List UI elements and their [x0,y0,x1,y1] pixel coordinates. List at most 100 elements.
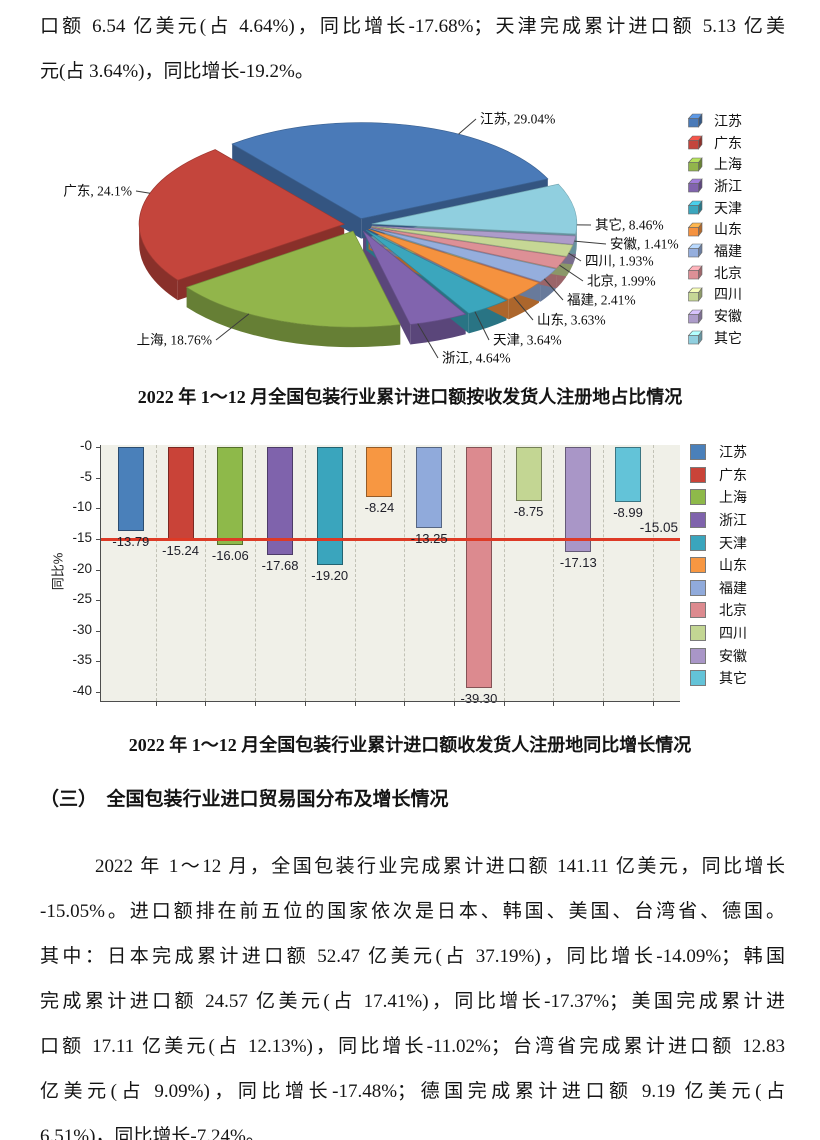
bar-value-label: -8.99 [613,505,643,521]
y-axis-tick-label: -5 [79,468,92,484]
y-axis-tick [96,569,100,571]
pie-legend-item: 江苏 [686,110,742,132]
pie-label-leader [574,240,607,245]
pie-legend: 江苏 广东 上海 浙江 天津 山东 福建 北京 四川 安徽 其它 [686,110,742,349]
y-axis-tick [96,600,100,602]
legend-swatch-icon [690,602,706,619]
pie-label-leader [543,278,564,301]
legend-label: 江苏 [714,114,742,130]
bar [316,447,343,565]
gridline [454,445,456,701]
top-paragraph: 口额 6.54 亿美元(占 4.64%)，同比增长-17.68%；天津完成累计进… [40,4,785,94]
bar-legend-item: 山东 [690,554,747,577]
pie-slice [370,227,567,269]
pie-chart-caption: 2022 年 1～12 月全国包装行业累计进口额按收发货人注册地占比情况 [137,387,683,407]
pie-slice [371,226,574,257]
legend-swatch-icon [690,489,706,506]
bar [366,447,393,498]
legend-cube-icon [687,243,703,259]
gridline [155,445,157,701]
bar-legend-item: 四川 [690,622,747,645]
gridline [205,445,207,701]
legend-label: 福建 [719,581,747,597]
pie-chart: 江苏, 29.04% 广东, 24.1% 上海, 18.76% 浙江, 4.64% 天津… [40,103,780,379]
pie-slice-label: 浙江, 4.64% [442,351,511,366]
bar-legend-item: 江苏 [690,441,747,464]
legend-label: 上海 [719,491,747,507]
pie-slice-label: 上海, 18.76% [137,333,212,348]
bar-legend-item: 安徽 [690,644,747,667]
x-axis-tick [354,702,356,706]
legend-label: 江苏 [719,446,747,462]
x-axis-tick [205,702,207,706]
x-axis-tick [155,702,157,706]
pie-legend-item: 天津 [686,197,742,219]
gridline [603,445,605,701]
pie-chart-svg: 江苏, 29.04% 广东, 24.1% 上海, 18.76% 浙江, 4.64% 天津… [63,112,678,366]
legend-label: 广东 [719,468,747,484]
y-axis-tick [96,630,100,632]
x-axis-tick [553,702,555,706]
gridline [304,445,306,701]
pie-slice [362,230,467,325]
paragraph-line: 元(占 3.64%)，同比增长-19.2%。 [40,61,314,82]
y-axis-tick [96,508,100,510]
legend-swatch-icon [690,579,706,596]
y-axis-tick-label: -25 [72,591,92,607]
y-axis-tick-label: -0 [79,438,92,453]
pie-label-leader [215,313,250,341]
main-paragraph: 2022 年 1～12 月，全国包装行业完成累计进口额 141.11 亿美元，同… [40,844,785,1140]
bar-value-label: -13.25 [410,531,448,547]
pie-legend-item: 浙江 [686,175,742,197]
bar-legend: 江苏 广东 上海 浙江 天津 山东 福建 北京 四川 安徽 其它 [690,441,747,690]
paragraph-line: 口额 6.54 亿美元(占 4.64%)，同比增长-17.68%；天津完成累计进… [40,16,785,37]
pie-legend-item: 上海 [686,153,742,175]
pie-slice-rim [186,287,401,348]
legend-cube-icon [687,113,703,129]
pie-legend-item: 北京 [686,262,742,284]
bar-legend-item: 广东 [690,464,747,487]
legend-swatch-icon [690,444,706,461]
pie-slice-rim [139,224,178,301]
legend-label: 广东 [714,136,742,152]
pie-legend-item: 四川 [686,284,742,306]
pie-slice-label: 天津, 3.64% [493,333,562,348]
y-axis-tick-label: -10 [72,499,92,515]
bar [515,447,542,501]
reference-line-label: -15.05 [639,520,678,536]
pie-slice [185,230,401,328]
gridline [553,445,555,701]
legend-cube-icon [687,286,703,302]
pie-label-leader [135,190,151,194]
pie-slice-label: 其它, 8.46% [595,217,664,233]
legend-label: 浙江 [719,514,747,530]
bar [615,447,642,503]
x-axis-tick [652,702,654,706]
x-axis-tick [404,702,406,706]
pie-slice-label: 福建, 2.41% [567,293,636,308]
legend-cube-icon [687,221,703,237]
bar-value-label: -13.79 [112,534,150,550]
x-axis-tick [503,702,505,706]
y-axis-title: 同比% [50,552,66,591]
y-axis-line [100,445,101,701]
y-axis-tick-label: -15 [72,529,92,545]
bar [117,447,144,532]
legend-swatch-icon [690,625,706,642]
gridline [255,445,257,701]
bar [217,447,244,546]
pie-label-leader [568,252,582,262]
bar-chart-caption: 2022 年 1～12 月全国包装行业累计进口额收发货人注册地同比增长情况 [128,735,692,755]
bar [416,447,443,529]
legend-label: 上海 [714,158,742,174]
x-axis-tick [603,702,605,706]
bar [465,447,492,688]
bar-value-label: -19.20 [311,567,349,583]
legend-swatch-icon [690,647,706,664]
pie-slice [371,225,577,245]
y-axis-tick-label: -20 [72,560,92,576]
legend-cube-icon [687,265,703,281]
bar-legend-item: 浙江 [690,509,747,532]
pie-slice-label: 山东, 3.63% [537,313,606,328]
